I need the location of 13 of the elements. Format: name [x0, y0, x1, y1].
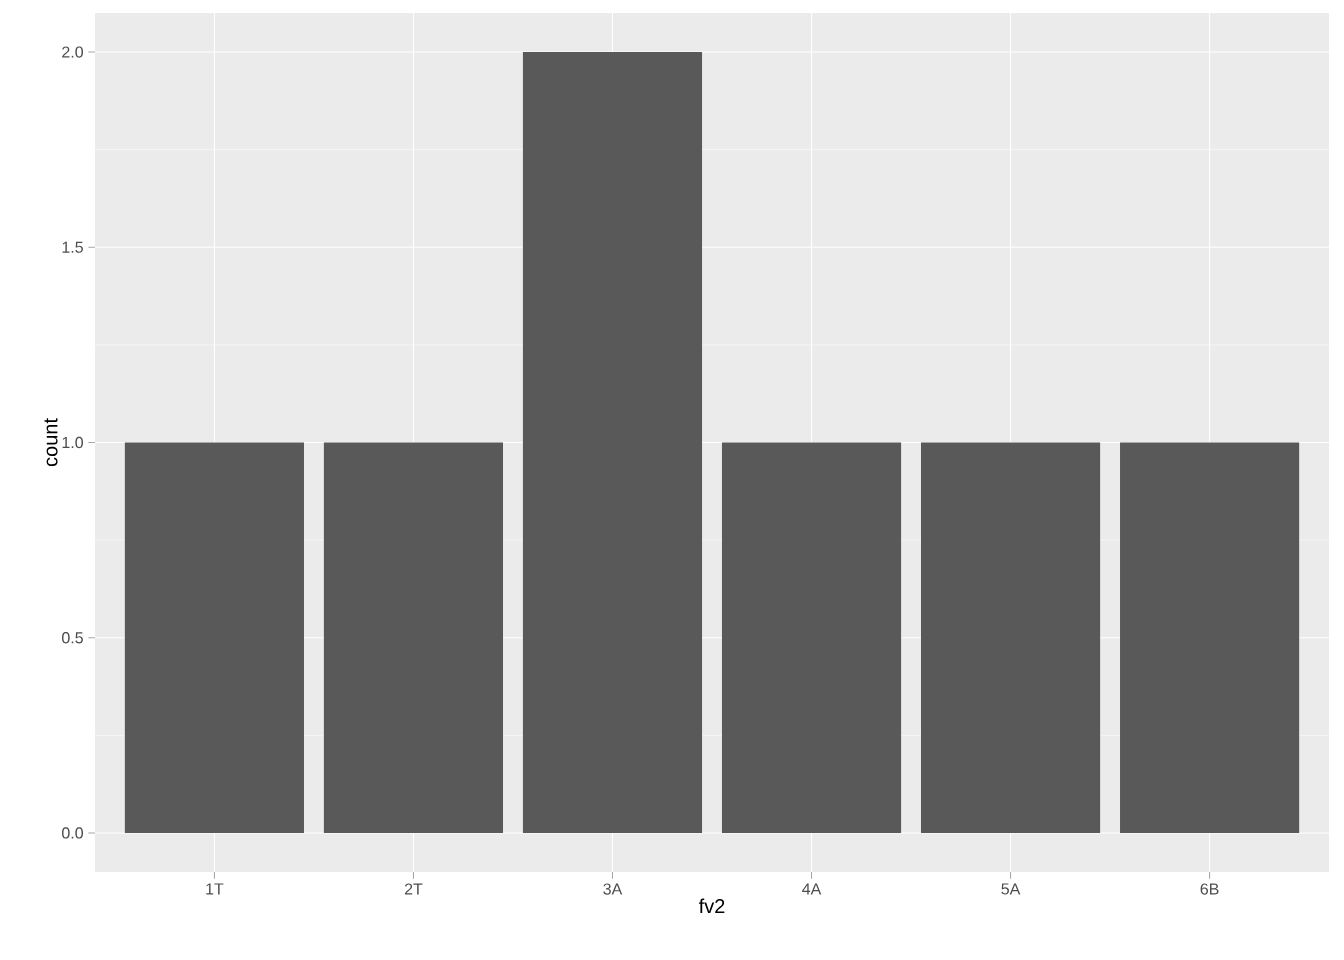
- y-tick-label: 2.0: [62, 46, 84, 58]
- x-tick-label: 5A: [1001, 883, 1021, 895]
- y-tick-label: 1.5: [62, 241, 83, 253]
- x-tick-label: 2T: [404, 883, 423, 895]
- x-tick-label: 1T: [206, 883, 224, 895]
- x-tick-label: 3A: [603, 883, 623, 895]
- y-tick-label: 1.0: [62, 436, 84, 449]
- y-axis-title: count: [44, 418, 58, 467]
- y-tick-label: 0.0: [62, 827, 84, 839]
- x-axis-title: fv2: [698, 898, 725, 913]
- x-tick-label: 4A: [802, 883, 822, 895]
- x-tick-label: 6B: [1200, 883, 1219, 895]
- y-tick-label: 0.5: [62, 632, 83, 644]
